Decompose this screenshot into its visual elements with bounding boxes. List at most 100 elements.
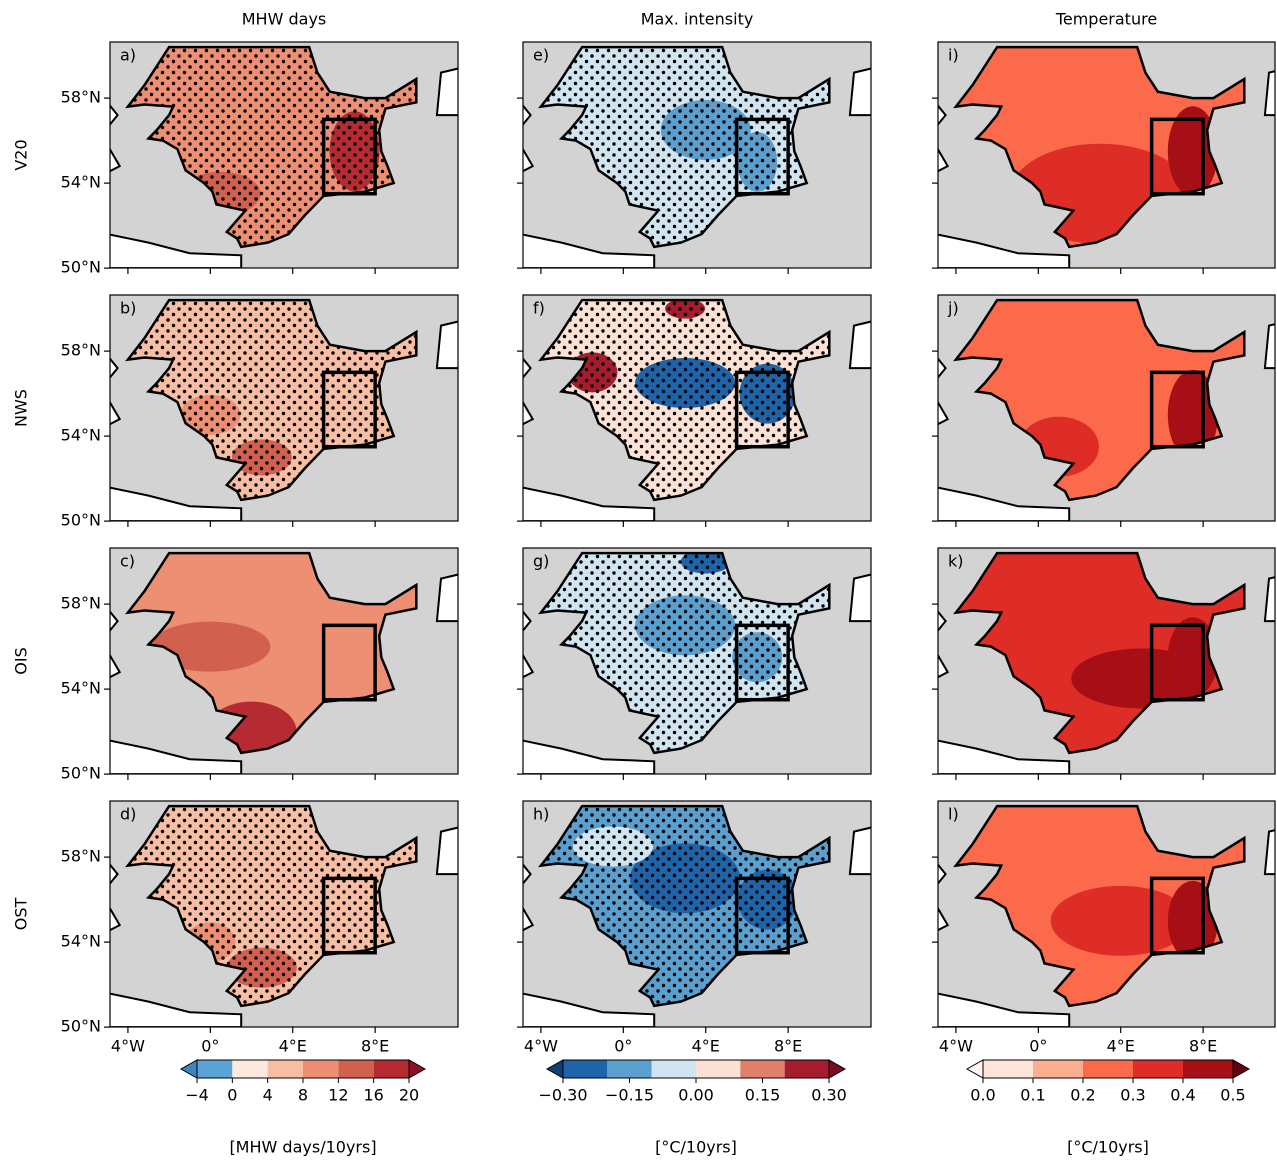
panel-frame — [937, 800, 1276, 1028]
colorbar-segment — [338, 1060, 374, 1078]
open-ocean — [938, 147, 950, 173]
trend-patch — [1167, 369, 1218, 460]
row-label: V20 — [12, 139, 31, 170]
colorbar-segment — [197, 1060, 233, 1078]
region-box — [1149, 623, 1205, 702]
colorbar-tick-label: 0.4 — [1170, 1086, 1195, 1105]
lat-tick-label: 50°N — [61, 511, 101, 530]
trend-patch — [1050, 885, 1191, 956]
lon-tick-label: 8°E — [774, 1037, 802, 1056]
colorbar-segment — [1133, 1060, 1183, 1078]
lat-tick-label: 58°N — [61, 341, 101, 360]
map-panel: e) — [517, 41, 872, 274]
open-ocean — [523, 610, 532, 633]
colorbar-tick-label: 0.0 — [970, 1086, 995, 1105]
open-ocean — [110, 233, 243, 268]
panel-frame — [522, 294, 872, 522]
lon-tick-label: 4°W — [111, 1037, 145, 1056]
open-ocean — [848, 826, 871, 876]
colorbar-tick-label: 0.00 — [678, 1086, 714, 1105]
panel-label: a) — [120, 46, 136, 65]
coastline — [538, 804, 831, 1008]
open-ocean — [938, 104, 947, 127]
trend-patch — [1167, 617, 1218, 698]
colorbar-tick-label: −4 — [185, 1086, 209, 1105]
row-label: OIS — [12, 647, 31, 674]
colorbar-tick-label: 8 — [298, 1086, 308, 1105]
lon-tick-label: 0° — [614, 1037, 632, 1056]
colorbar-tick-label: 4 — [263, 1086, 273, 1105]
lon-tick-label: 8°E — [361, 1037, 389, 1056]
open-ocean — [523, 357, 532, 380]
colorbar-extend-under — [545, 1059, 564, 1079]
open-ocean — [110, 400, 122, 426]
significance-stipple — [540, 553, 830, 753]
colorbar-tick-label: 16 — [363, 1086, 383, 1105]
column-title: Max. intensity — [641, 10, 754, 29]
panel-label: i) — [948, 46, 959, 65]
coastline — [125, 551, 418, 755]
map-panel: k) — [932, 547, 1276, 780]
map-panel: j) — [932, 294, 1276, 527]
lon-tick-label: 8°E — [1189, 1037, 1217, 1056]
lat-tick-label: 50°N — [61, 764, 101, 783]
colorbar-extend-under — [965, 1059, 984, 1079]
open-ocean — [938, 400, 950, 426]
region-box — [321, 370, 377, 449]
sea-field — [955, 553, 1245, 753]
lon-tick-label: 4°E — [692, 1037, 720, 1056]
open-ocean — [110, 104, 119, 127]
significance-stipple — [127, 47, 417, 247]
open-ocean — [523, 147, 535, 173]
colorbar-segment — [784, 1060, 829, 1078]
open-ocean — [1263, 70, 1275, 117]
row-label: NWS — [12, 389, 31, 427]
colorbar-segment — [563, 1060, 608, 1078]
sea-field — [127, 553, 417, 753]
open-ocean — [848, 573, 871, 623]
significance-stipple — [127, 300, 417, 500]
open-ocean — [1263, 323, 1275, 370]
open-ocean — [110, 739, 243, 774]
colorbar-label: [°C/10yrs] — [1067, 1138, 1149, 1157]
map-panel: i) — [932, 41, 1276, 274]
column-title: Temperature — [1055, 10, 1157, 29]
open-ocean — [110, 863, 119, 886]
open-ocean — [523, 400, 535, 426]
panel-label: b) — [120, 299, 136, 318]
colorbar-extend-under — [179, 1059, 198, 1079]
colorbar-tick-label: 0.2 — [1070, 1086, 1095, 1105]
colorbar-label: [MHW days/10yrs] — [229, 1138, 376, 1157]
lat-tick-label: 50°N — [61, 258, 101, 277]
colorbar-segment — [303, 1060, 339, 1078]
coastline — [538, 551, 831, 755]
colorbar-segment — [696, 1060, 741, 1078]
panel-label: j) — [947, 299, 959, 318]
region-box — [1149, 876, 1205, 955]
trend-patch — [1167, 880, 1218, 961]
open-ocean — [110, 610, 119, 633]
panel-frame — [109, 41, 459, 269]
map-panel: b) 50°N 54°N 58°N — [61, 294, 459, 530]
open-ocean — [435, 826, 458, 876]
coastline — [538, 45, 831, 249]
colorbar-tick-label: 12 — [328, 1086, 348, 1105]
colorbar-segment — [651, 1060, 696, 1078]
open-ocean — [938, 653, 950, 679]
panel-frame — [937, 41, 1276, 269]
significance-stipple — [540, 806, 830, 1006]
panel-label: l) — [948, 805, 959, 824]
open-ocean — [523, 486, 656, 521]
lat-tick-label: 58°N — [61, 594, 101, 613]
region-box — [734, 876, 790, 955]
open-ocean — [435, 573, 458, 623]
open-ocean — [848, 67, 871, 117]
trend-patch — [150, 621, 271, 672]
open-ocean — [110, 147, 122, 173]
open-ocean — [523, 992, 656, 1027]
panel-label: h) — [533, 805, 549, 824]
lon-tick-label: 4°E — [1107, 1037, 1135, 1056]
lat-tick-label: 50°N — [61, 1017, 101, 1036]
colorbar-tick-label: 20 — [399, 1086, 419, 1105]
